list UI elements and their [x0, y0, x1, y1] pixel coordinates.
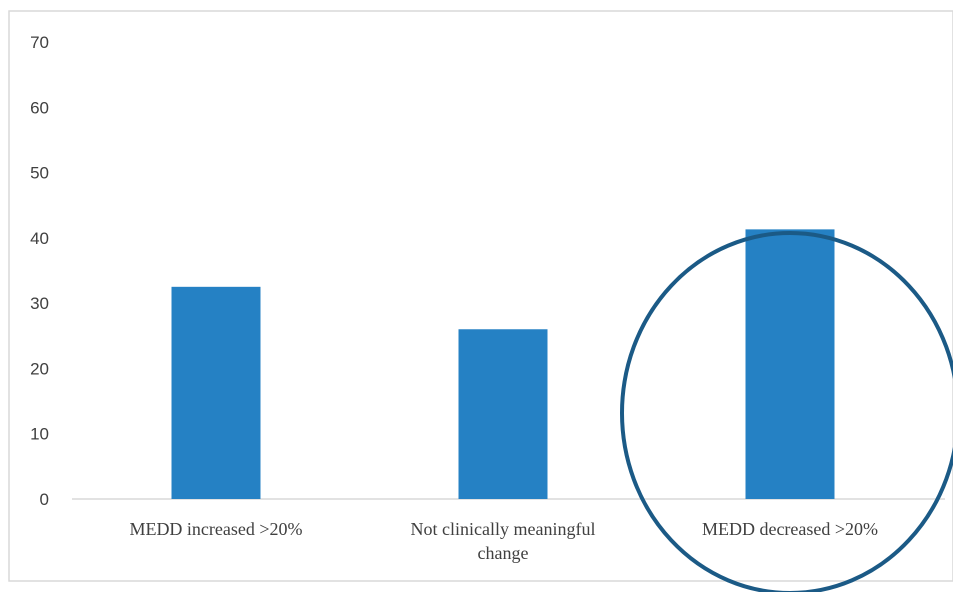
- highlight-circle: [620, 231, 953, 592]
- x-tick-label: MEDD decreased >20%: [702, 519, 878, 539]
- x-tick-label-line: MEDD increased >20%: [129, 519, 302, 539]
- bar: [171, 286, 261, 499]
- bar: [458, 329, 548, 499]
- y-tick-label: 60: [30, 98, 49, 117]
- x-tick-label: MEDD increased >20%: [129, 519, 302, 539]
- bar: [745, 229, 835, 499]
- y-tick-label: 0: [40, 490, 49, 509]
- y-tick-label: 50: [30, 164, 49, 183]
- y-tick-label: 70: [30, 33, 49, 52]
- x-tick-label-line: change: [478, 543, 529, 563]
- x-tick-label-line: MEDD decreased >20%: [702, 519, 878, 539]
- y-tick-label: 10: [30, 425, 49, 444]
- x-tick-label-line: Not clinically meaningful: [411, 519, 596, 539]
- x-tick-label: Not clinically meaningful change: [411, 519, 596, 563]
- y-axis: 0 10 20 30 40 50 60 70: [30, 33, 49, 509]
- bar-series: [171, 229, 835, 499]
- y-tick-label: 30: [30, 294, 49, 313]
- y-tick-label: 40: [30, 229, 49, 248]
- x-axis: MEDD increased >20% Not clinically meanin…: [129, 519, 878, 563]
- y-tick-label: 20: [30, 359, 49, 378]
